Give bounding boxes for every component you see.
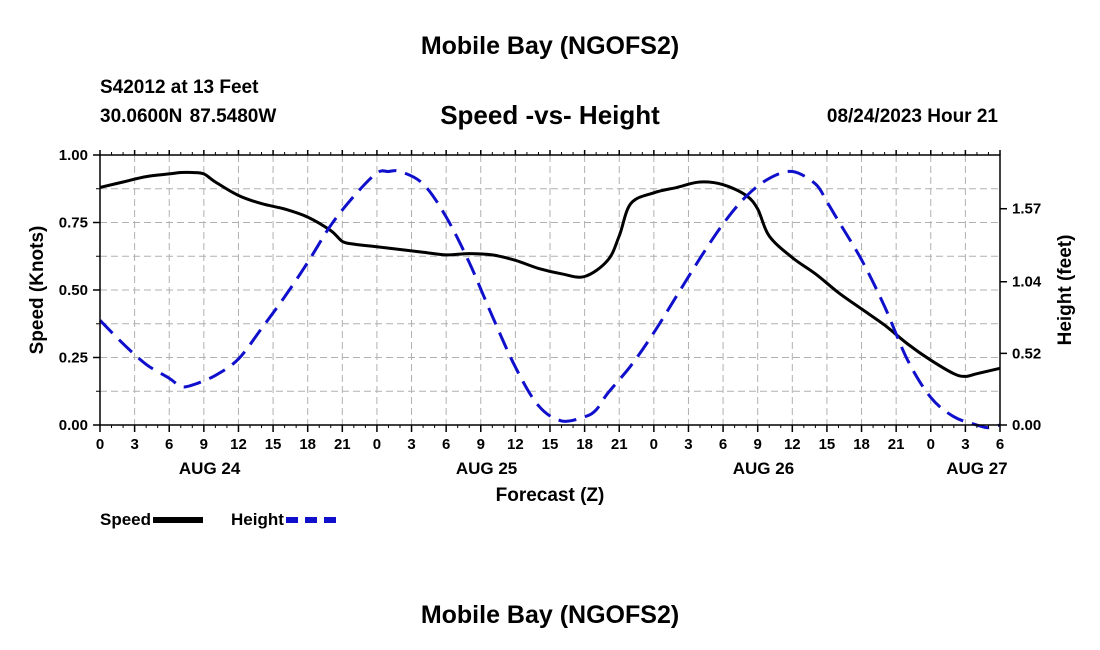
y2-axis-label: Height (feet) — [1055, 235, 1076, 346]
legend-speed: Speed — [100, 510, 204, 530]
y-axis-label: Speed (Knots) — [27, 226, 48, 355]
y-tick-label: 0.25 — [59, 350, 88, 367]
x-tick-label: 12 — [784, 436, 801, 453]
x-tick-label: 15 — [542, 436, 559, 453]
x-tick-label: 9 — [200, 436, 208, 453]
series-line-height — [98, 169, 1001, 430]
x-tick-label: 15 — [819, 436, 836, 453]
x-tick-label: 3 — [130, 436, 138, 453]
x-tick-label: 6 — [719, 436, 727, 453]
x-tick-label: 9 — [477, 436, 485, 453]
date-label: AUG 27 — [946, 459, 1007, 478]
x-tick-label: 12 — [230, 436, 247, 453]
x-tick-label: 18 — [299, 436, 316, 453]
grid — [100, 155, 1000, 425]
station-label: S42012 at 13 Feet — [100, 77, 259, 98]
legend-height-label: Height — [231, 510, 284, 529]
x-tick-label: 0 — [650, 436, 658, 453]
legend-height-swatch — [285, 517, 336, 523]
x-tick-label: 6 — [442, 436, 450, 453]
footer-title: Mobile Bay (NGOFS2) — [420, 601, 680, 629]
x-tick-label: 6 — [165, 436, 173, 453]
x-tick-label: 21 — [334, 436, 351, 453]
x-axis-label: Forecast (Z) — [496, 485, 605, 506]
legend-speed-label: Speed — [100, 510, 152, 529]
x-tick-label: 9 — [754, 436, 762, 453]
date-label: AUG 26 — [733, 459, 794, 478]
x-tick-label: 12 — [507, 436, 524, 453]
x-tick-label: 15 — [265, 436, 282, 453]
y2-tick-label: 0.52 — [1012, 345, 1041, 362]
x-tick-label: 3 — [407, 436, 415, 453]
y-tick-label: 0.75 — [59, 215, 88, 232]
x-tick-label: 6 — [996, 436, 1004, 453]
chart-title: Mobile Bay (NGOFS2) — [420, 32, 680, 60]
y2-tick-label: 1.57 — [1012, 201, 1041, 218]
x-tick-label: 18 — [576, 436, 593, 453]
series-layer — [98, 169, 1001, 430]
coordinates-label: 30.0600N 87.5480W — [100, 106, 277, 127]
x-tick-label: 3 — [961, 436, 969, 453]
chart-subtitle: Speed -vs- Height — [440, 100, 660, 130]
legend-height: Height — [231, 510, 336, 530]
date-label: AUG 24 — [179, 459, 241, 478]
y-tick-label: 0.50 — [59, 282, 88, 299]
y-tick-label: 0.00 — [59, 417, 88, 434]
x-tick-label: 0 — [927, 436, 935, 453]
series-line-speed — [99, 170, 1001, 378]
x-tick-label: 18 — [853, 436, 870, 453]
y2-tick-label: 1.04 — [1012, 274, 1042, 291]
x-tick-label: 3 — [684, 436, 692, 453]
y-tick-label: 1.00 — [59, 147, 88, 164]
x-tick-label: 21 — [888, 436, 905, 453]
timestamp-label: 08/24/2023 Hour 21 — [826, 106, 998, 127]
axes: 0 3 6 9 12 15 18 21 0 3 6 9 12 15 18 21 0 3 6 9 12 15 18 21 0 3 6A… — [27, 147, 1076, 506]
legend-speed-swatch — [153, 517, 204, 523]
y2-tick-label: 0.00 — [1012, 417, 1041, 434]
x-tick-label: 0 — [373, 436, 381, 453]
x-tick-label: 0 — [96, 436, 104, 453]
x-tick-label: 21 — [611, 436, 628, 453]
date-label: AUG 25 — [456, 459, 517, 478]
